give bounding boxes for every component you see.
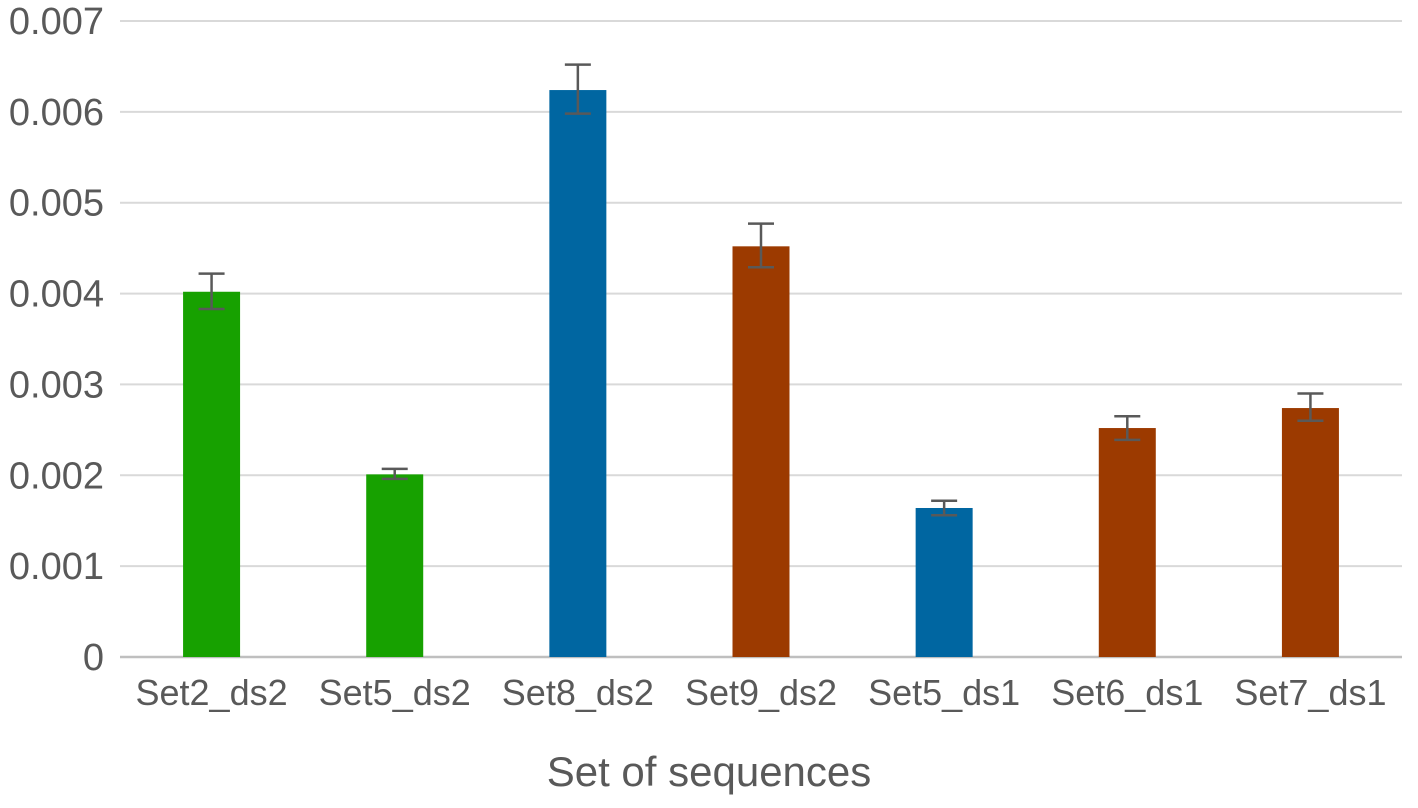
y-axis-ticks: 0 0.001 0.002 0.003 0.004 0.005 0.006 0.007: [9, 1, 104, 679]
x-axis-ticks: Set2_ds2 Set5_ds2 Set8_ds2 Set9_ds2 Set5_ds1…: [136, 672, 1387, 713]
error-bar: [931, 499, 958, 517]
bar-set7-ds1: [1281, 408, 1339, 657]
error-bar: [748, 222, 774, 269]
x-tick-label: Set8_ds2: [502, 672, 654, 713]
bar-set5-ds2: [366, 474, 424, 657]
x-tick-label: Set7_ds1: [1234, 672, 1386, 713]
y-tick-label: 0.007: [9, 1, 104, 43]
error-bar: [381, 467, 408, 481]
y-tick-label: 0.003: [9, 364, 104, 406]
error-bar: [1114, 414, 1141, 442]
y-tick-label: 0.006: [9, 92, 104, 134]
bar-set9-ds2: [732, 246, 790, 657]
error-bar: [1297, 392, 1324, 423]
y-tick-label: 0.002: [9, 455, 104, 497]
error-bar: [198, 272, 225, 311]
y-tick-label: 0.004: [9, 274, 104, 316]
bar-set6-ds1: [1098, 428, 1156, 657]
bar-set2-ds2: [183, 291, 241, 657]
x-tick-label: Set6_ds1: [1051, 672, 1203, 713]
bar-set5-ds1: [915, 507, 973, 657]
bars: [183, 90, 1339, 657]
x-tick-label: Set2_ds2: [136, 672, 288, 713]
bar-set8-ds2: [549, 90, 607, 657]
error-bar: [564, 63, 591, 115]
x-tick-label: Set5_ds2: [319, 672, 471, 713]
y-tick-label: 0: [83, 637, 104, 679]
x-tick-label: Set5_ds1: [868, 672, 1020, 713]
x-tick-label: Set9_ds2: [685, 672, 837, 713]
error-bars: [198, 63, 1324, 517]
y-tick-label: 0.005: [9, 183, 104, 225]
x-axis-title: Set of sequences: [547, 748, 872, 795]
y-tick-label: 0.001: [9, 546, 104, 588]
